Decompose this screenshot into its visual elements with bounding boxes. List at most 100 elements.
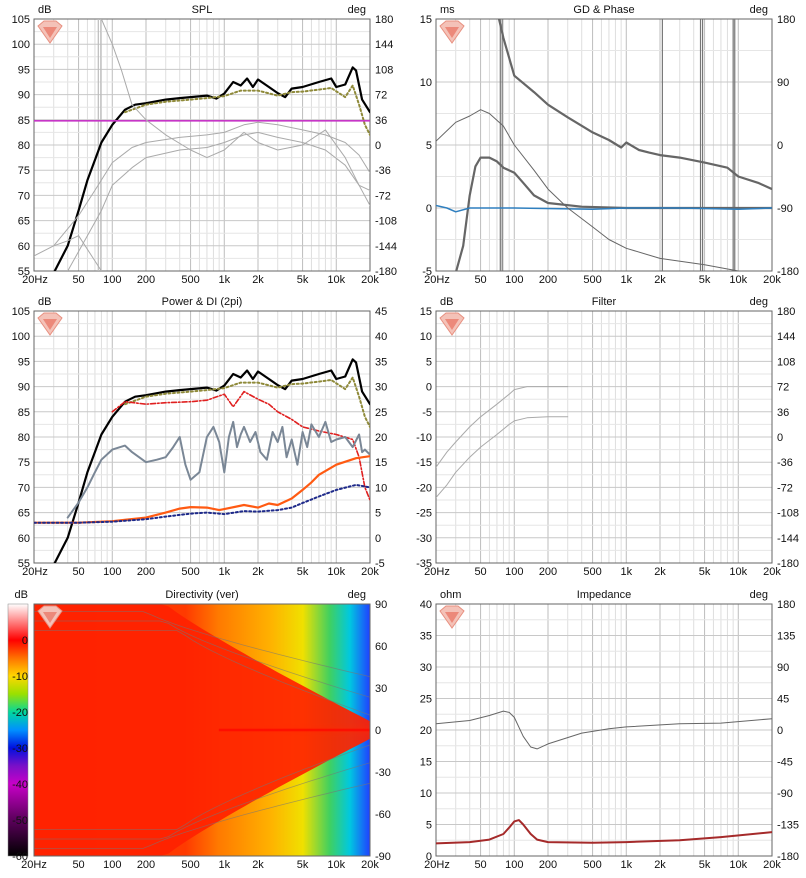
chart-title: Filter [592, 296, 617, 308]
x-tick-label: 20k [763, 274, 781, 286]
y2-tick-label: 90 [375, 599, 387, 611]
y2-tick-label: -45 [777, 757, 793, 769]
contour-line [34, 611, 370, 678]
y-tick-label: 90 [18, 90, 30, 102]
x-tick-label: 20Hz [424, 274, 450, 286]
x-tick-label: 2k [654, 566, 666, 578]
contour-line [34, 782, 370, 849]
impedance-chart: Impedance ohm deg 0 5 10 15 20 25 30 35 40 -180 -135 -… [420, 589, 799, 871]
left-unit-label: ms [440, 4, 455, 16]
y-tick-label: 70 [18, 482, 30, 494]
y2-tick-label: 0 [777, 432, 783, 444]
x-tick-label: 10k [327, 274, 345, 286]
y2-tick-label: 0 [375, 725, 381, 737]
x-tick-label: 20k [361, 566, 379, 578]
y2-tick-label: 144 [777, 331, 795, 343]
x-tick-label: 20k [361, 274, 379, 286]
y-tick-label: 75 [18, 457, 30, 469]
left-unit-label: dB [38, 4, 51, 16]
plot-border [435, 18, 773, 272]
colorbar-tick-label: -40 [12, 779, 28, 791]
y2-tick-label: -180 [375, 266, 397, 278]
x-tick-label: 20Hz [22, 274, 48, 286]
logo-inner-icon [43, 319, 57, 330]
y2-tick-label: -90 [375, 851, 391, 863]
y-tick-label: 0 [426, 851, 432, 863]
x-tick-label: 500 [181, 274, 199, 286]
x-tick-label: 50 [72, 274, 84, 286]
y-tick-label: 5 [426, 820, 432, 832]
x-tick-label: 200 [539, 859, 557, 871]
y2-tick-label: -72 [375, 190, 391, 202]
y2-tick-label: 108 [375, 64, 393, 76]
x-tick-label: 1k [620, 859, 632, 871]
y-tick-label: 10 [420, 77, 432, 89]
y2-tick-label: -180 [777, 266, 799, 278]
y-tick-label: 65 [18, 508, 30, 520]
x-tick-label: 100 [103, 859, 121, 871]
y2-tick-label: 180 [777, 599, 795, 611]
y-tick-label: 0 [426, 203, 432, 215]
series-line-3 [66, 420, 370, 519]
y2-tick-label: 72 [375, 90, 387, 102]
x-tick-label: 10k [729, 274, 747, 286]
y2-tick-label: 135 [777, 631, 795, 643]
x-tick-label: 50 [474, 859, 486, 871]
y-tick-label: 40 [420, 599, 432, 611]
series-group [436, 19, 772, 271]
series-line-4 [67, 131, 370, 271]
y2-tick-label: -5 [375, 558, 385, 570]
y-tick-label: -30 [416, 533, 432, 545]
y-tick-label: 5 [426, 356, 432, 368]
plot-border [33, 310, 371, 564]
y-tick-label: 80 [18, 140, 30, 152]
y2-tick-label: 36 [375, 115, 387, 127]
series-line-5 [34, 483, 370, 524]
plot-border [33, 603, 371, 857]
y2-tick-label: 144 [375, 39, 393, 51]
y2-tick-label: -90 [777, 788, 793, 800]
right-unit-label: deg [750, 4, 768, 16]
y2-tick-label: 45 [375, 306, 387, 318]
y2-tick-label: 30 [375, 683, 387, 695]
x-tick-label: 500 [583, 859, 601, 871]
y-tick-label: 15 [420, 14, 432, 26]
logo-inner-icon [445, 612, 459, 623]
x-tick-label: 2k [654, 859, 666, 871]
y2-tick-label: 30 [375, 382, 387, 394]
y-tick-label: 95 [18, 64, 30, 76]
y2-tick-label: -144 [375, 241, 397, 253]
y2-tick-label: 60 [375, 641, 387, 653]
colorbar-tick-label: -10 [12, 671, 28, 683]
right-unit-label: deg [348, 4, 366, 16]
left-unit-label: ohm [440, 589, 461, 601]
colorbar-tick-label: 0 [22, 635, 28, 647]
contour-line [34, 620, 370, 698]
x-tick-label: 5k [297, 274, 309, 286]
y-tick-label: 60 [18, 241, 30, 253]
y-tick-label: 75 [18, 165, 30, 177]
power-di-chart: Power & DI (2pi)dB5560657075808590951001… [12, 296, 388, 578]
series-line-1 [124, 376, 370, 428]
series-group [34, 358, 370, 563]
series-group [34, 19, 370, 271]
y-tick-label: -5 [422, 266, 432, 278]
y-tick-label: 55 [18, 558, 30, 570]
series-line-5 [100, 19, 370, 191]
series-line-3 [53, 121, 370, 247]
main-lobe-area [34, 604, 370, 856]
x-tick-label: 500 [181, 566, 199, 578]
series-line-2 [111, 390, 370, 501]
colorbar [7, 603, 29, 857]
y2-tick-label: 40 [375, 331, 387, 343]
x-tick-label: 500 [583, 566, 601, 578]
x-tick-label: 20Hz [424, 566, 450, 578]
y-tick-label: 60 [18, 533, 30, 545]
y2-tick-label: -30 [375, 767, 391, 779]
y2-tick-label: 25 [375, 407, 387, 419]
logo-inner-icon [43, 612, 57, 623]
y2-tick-label: 180 [375, 14, 393, 26]
x-tick-label: 500 [583, 274, 601, 286]
x-tick-label: 200 [539, 274, 557, 286]
y-tick-label: 20 [420, 725, 432, 737]
